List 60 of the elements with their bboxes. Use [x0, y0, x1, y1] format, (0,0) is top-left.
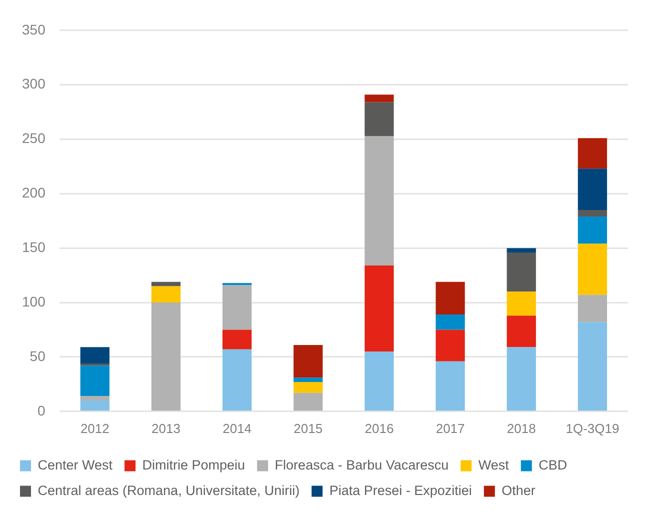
- legend-label: Dimitrie Pompeiu: [142, 457, 246, 472]
- bar: [80, 366, 110, 396]
- x-tick-label: 1Q-3Q19: [566, 420, 620, 436]
- bar: [364, 102, 394, 136]
- legend-label: Floreasca - Barbu Vacarescu: [274, 457, 449, 472]
- x-tick-label: 2012: [80, 420, 110, 436]
- legend-label: Center West: [38, 457, 113, 472]
- bar: [80, 400, 110, 411]
- bar: [222, 349, 252, 411]
- legend-label: CBD: [538, 457, 568, 472]
- y-tick-label: 150: [22, 238, 46, 255]
- bar: [436, 361, 465, 411]
- bar: [364, 352, 394, 411]
- y-tick-label: 200: [22, 184, 46, 201]
- y-tick-label: 350: [22, 21, 46, 38]
- bar: [578, 168, 608, 210]
- bar: [222, 282, 252, 286]
- legend-label: Piata Presei - Expozitiei: [329, 482, 472, 498]
- bar: [80, 347, 110, 364]
- bar: [506, 248, 536, 252]
- y-tick-label: 300: [22, 76, 46, 92]
- bar: [436, 314, 465, 330]
- bar: [151, 286, 181, 303]
- bar: [578, 216, 608, 244]
- bar: [151, 302, 181, 411]
- bar: [506, 347, 536, 411]
- legend-label: West: [478, 457, 510, 472]
- y-tick-label: 0: [38, 402, 46, 418]
- bar: [578, 294, 608, 322]
- bar: [578, 138, 608, 169]
- bar: [436, 282, 465, 315]
- x-tick-label: 2013: [152, 420, 180, 436]
- legend-label: Other: [502, 482, 536, 498]
- bar: [436, 330, 465, 362]
- bar: [506, 292, 536, 316]
- bar: [506, 252, 536, 292]
- bar: [364, 136, 394, 266]
- x-tick-label: 2018: [506, 420, 536, 436]
- bar: [578, 244, 608, 295]
- bar: [222, 330, 252, 350]
- bar: [578, 322, 608, 411]
- bar: [222, 285, 252, 330]
- bar: [294, 392, 323, 411]
- y-tick-label: 100: [22, 293, 46, 310]
- bar: [578, 210, 608, 217]
- legend-label: Central areas (Romana, Universitate, Unirii): [38, 482, 300, 498]
- x-tick-label: 2016: [364, 420, 394, 436]
- y-tick-label: 250: [22, 130, 46, 146]
- bar: [506, 316, 536, 348]
- x-tick-label: 2017: [436, 420, 465, 436]
- bar: [80, 396, 110, 401]
- bar: [364, 94, 394, 102]
- x-tick-label: 2015: [294, 420, 323, 436]
- bar: [294, 378, 323, 382]
- bar: [294, 382, 323, 393]
- x-tick-label: 2014: [222, 420, 252, 436]
- y-tick-label: 50: [30, 348, 46, 364]
- bar: [151, 282, 181, 286]
- bar: [364, 266, 394, 352]
- bar: [294, 344, 323, 378]
